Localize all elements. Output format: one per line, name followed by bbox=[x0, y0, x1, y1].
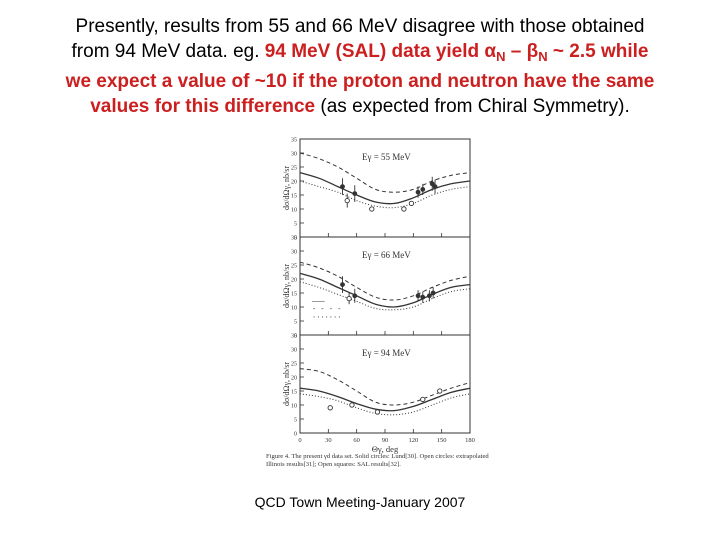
y-tick-label: 15 bbox=[291, 390, 297, 396]
theory-curve-dashed bbox=[299, 261, 471, 301]
x-tick-label: 180 bbox=[465, 437, 475, 444]
y-tick-label: 0 bbox=[294, 236, 297, 242]
y-tick-label: 15 bbox=[291, 194, 297, 200]
y-tick-label: 25 bbox=[291, 166, 297, 172]
theory-curve-solid bbox=[299, 171, 471, 205]
x-tick-label: 150 bbox=[437, 437, 447, 444]
y-tick-label: 25 bbox=[291, 264, 297, 270]
data-point-open bbox=[437, 388, 443, 394]
data-point-solid bbox=[430, 290, 436, 296]
data-point-solid bbox=[420, 187, 426, 192]
alpha-subscript: N bbox=[496, 49, 506, 64]
y-tick-label: 20 bbox=[291, 376, 297, 382]
data-point-solid bbox=[352, 191, 358, 197]
beta-subscript: N bbox=[538, 49, 548, 64]
title-line-1: Presently, results from 55 and 66 MeV di… bbox=[75, 16, 645, 37]
y-tick-label: 20 bbox=[291, 278, 297, 284]
y-tick-label: 10 bbox=[291, 404, 297, 410]
panel-energy-label: Eγ = 55 MeV bbox=[362, 152, 411, 162]
x-tick-label: 60 bbox=[353, 437, 360, 444]
y-tick-label: 30 bbox=[291, 348, 297, 354]
y-axis-label: dσ/dΩγ, nb/sr bbox=[282, 264, 291, 308]
data-point-open bbox=[327, 405, 333, 411]
alpha-symbol: α bbox=[484, 41, 497, 62]
theory-curve-dashed bbox=[299, 152, 471, 193]
y-tick-label: 10 bbox=[291, 208, 297, 214]
data-point-open bbox=[374, 409, 381, 415]
data-point-open bbox=[346, 295, 352, 302]
y-tick-label: 5 bbox=[294, 222, 297, 228]
slide-title: Presently, results from 55 and 66 MeV di… bbox=[20, 14, 700, 119]
data-point-open bbox=[401, 206, 407, 212]
data-point-open bbox=[420, 396, 426, 403]
data-point-solid bbox=[420, 294, 426, 300]
legend-entry: - - - - bbox=[312, 306, 341, 314]
y-tick-label: 30 bbox=[291, 152, 297, 158]
theory-curve-solid bbox=[299, 272, 471, 308]
legend-entry: ——— bbox=[311, 298, 325, 306]
figure-caption-text: Figure 4. The present γd data set. Solid… bbox=[266, 453, 489, 468]
theory-curve-dashed bbox=[299, 368, 471, 406]
y-axis-label: dσ/dΩγ, nb/sr bbox=[282, 362, 291, 406]
y-tick-label: 25 bbox=[291, 362, 297, 368]
data-point-solid bbox=[340, 184, 345, 190]
data-point-open bbox=[408, 200, 415, 207]
data-point-solid bbox=[352, 293, 358, 299]
theory-curve-solid bbox=[299, 387, 471, 412]
title-line-2-red: 94 MeV (SAL) data yield bbox=[264, 41, 485, 62]
data-point-solid bbox=[340, 282, 345, 287]
title-line-4: values for this difference (as expected … bbox=[20, 94, 700, 119]
data-point-open bbox=[369, 206, 375, 212]
x-tick-label: 120 bbox=[408, 437, 418, 444]
title-line-3: we expect a value of ~10 if the proton a… bbox=[65, 71, 655, 92]
panel-energy-label: Eγ = 94 MeV bbox=[362, 348, 411, 358]
y-tick-label: 20 bbox=[291, 180, 297, 186]
y-tick-label: 15 bbox=[291, 292, 297, 298]
title-line-2-end: ~ 2.5 while bbox=[547, 41, 649, 62]
y-tick-label: 35 bbox=[291, 334, 297, 340]
y-tick-label: 10 bbox=[291, 306, 297, 312]
title-line-2: from 94 MeV data. eg. 94 MeV (SAL) data … bbox=[20, 39, 700, 69]
x-axis-label: Θγ, deg bbox=[372, 444, 399, 454]
data-point-solid bbox=[415, 189, 421, 195]
footer-text: QCD Town Meeting-January 2007 bbox=[254, 494, 466, 510]
y-tick-label: 35 bbox=[291, 138, 297, 144]
theory-curve-dotted bbox=[299, 393, 471, 416]
panel-energy-label: Eγ = 66 MeV bbox=[362, 250, 411, 260]
beta-symbol: β bbox=[526, 41, 539, 62]
y-axis-label: dσ/dΩγ, nb/sr bbox=[282, 166, 291, 210]
legend-entry: ······· bbox=[312, 314, 341, 322]
data-point-solid bbox=[426, 293, 432, 299]
x-tick-label: 90 bbox=[382, 437, 389, 444]
title-line-4-red: values for this difference bbox=[90, 96, 316, 117]
title-line-4-plain: (as expected from Chiral Symmetry). bbox=[315, 96, 630, 117]
data-point-solid bbox=[432, 184, 438, 190]
dash-symbol: – bbox=[505, 41, 527, 62]
y-tick-label: 0 bbox=[294, 334, 297, 340]
y-tick-label: 5 bbox=[294, 320, 297, 326]
y-tick-label: 35 bbox=[291, 236, 297, 242]
x-tick-label: 30 bbox=[325, 437, 332, 444]
x-tick-label: 0 bbox=[298, 437, 301, 444]
y-tick-label: 5 bbox=[294, 418, 297, 424]
data-point-open bbox=[349, 402, 355, 408]
data-point-solid bbox=[415, 293, 421, 299]
figure-caption: Figure 4. The present γd data set. Solid… bbox=[266, 453, 489, 468]
y-tick-label: 0 bbox=[294, 432, 297, 438]
y-tick-label: 30 bbox=[291, 250, 297, 256]
data-point-open bbox=[344, 197, 350, 204]
title-line-2-plain: from 94 MeV data. eg. bbox=[71, 41, 265, 62]
